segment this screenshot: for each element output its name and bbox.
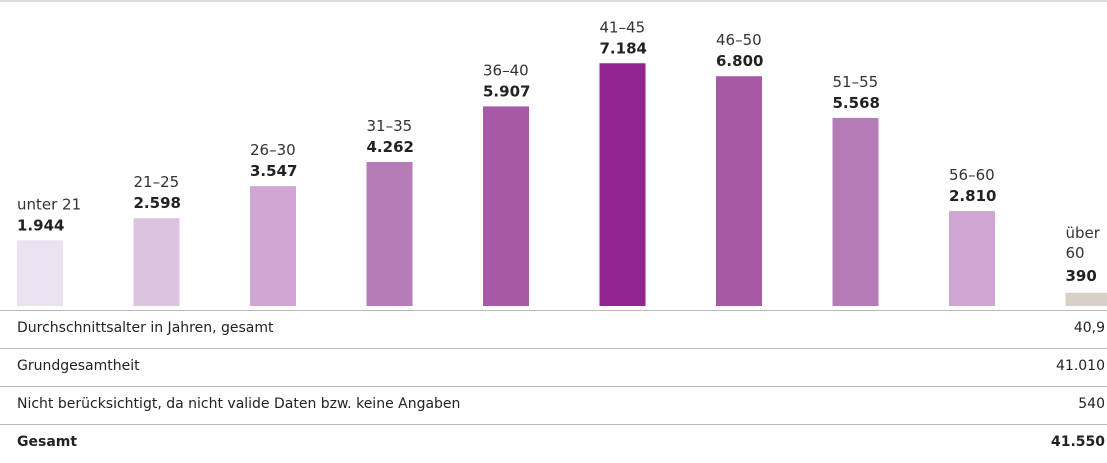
bar <box>1065 292 1107 306</box>
table-row-total: Gesamt 41.550 <box>0 424 1107 459</box>
bar <box>366 161 413 306</box>
value-label: 3.547 <box>250 162 297 180</box>
category-label: 51–55 <box>833 73 879 91</box>
category-label: 36–40 <box>483 61 529 79</box>
bar <box>250 186 296 306</box>
bar <box>949 211 995 306</box>
value-label: 6.800 <box>716 52 763 70</box>
row-label: Gesamt <box>17 434 78 450</box>
bar <box>17 240 63 306</box>
value-label: 390 <box>1066 267 1097 285</box>
bar <box>483 106 529 307</box>
value-label: 4.262 <box>367 138 414 156</box>
bar <box>832 117 879 307</box>
value-label: 1.944 <box>17 216 64 234</box>
row-value: 540 <box>1078 396 1105 412</box>
bar <box>716 76 762 306</box>
table-row: Durchschnittsalter in Jahren, gesamt 40,… <box>0 310 1107 345</box>
row-value: 40,9 <box>1073 320 1105 336</box>
category-label: 56–60 <box>949 166 995 184</box>
value-label: 5.907 <box>483 82 530 100</box>
age-distribution-chart: unter 21 1.944 21–25 2.598 26–30 3.547 31–35 4.… <box>0 0 1107 307</box>
category-label: 41–45 <box>600 18 646 36</box>
row-value: 41.010 <box>1056 358 1105 374</box>
category-label: 21–25 <box>134 173 180 191</box>
table-row: Grundgesamtheit 41.010 <box>0 348 1107 383</box>
bar <box>599 63 646 306</box>
row-value: 41.550 <box>1050 434 1105 450</box>
row-label: Grundgesamtheit <box>17 358 140 374</box>
category-label: über <box>1066 224 1101 242</box>
category-label: 26–30 <box>250 141 296 159</box>
category-label: 31–35 <box>367 117 413 135</box>
row-label: Durchschnittsalter in Jahren, gesamt <box>17 320 274 336</box>
row-label: Nicht berücksichtigt, da nicht valide Da… <box>17 396 461 412</box>
category-label: 46–50 <box>716 31 762 49</box>
bar <box>133 218 180 306</box>
value-label: 2.810 <box>949 187 996 205</box>
value-label: 2.598 <box>134 194 181 212</box>
value-label: 7.184 <box>600 39 647 57</box>
table-row: Nicht berücksichtigt, da nicht valide Da… <box>0 386 1107 421</box>
value-label: 5.568 <box>833 94 880 112</box>
category-label: 60 <box>1066 244 1085 262</box>
category-label: unter 21 <box>17 195 81 213</box>
